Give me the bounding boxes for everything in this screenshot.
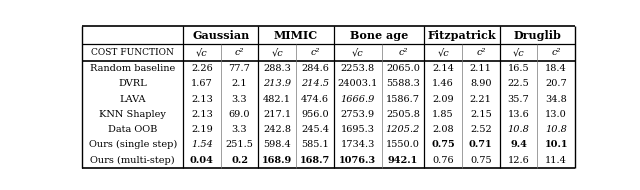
Text: 0.76: 0.76 [432, 156, 454, 165]
Text: MIMIC: MIMIC [274, 30, 318, 41]
Text: 1076.3: 1076.3 [339, 156, 376, 165]
Text: 2.08: 2.08 [432, 125, 454, 134]
Text: LAVA: LAVA [120, 95, 146, 104]
Text: 0.75: 0.75 [470, 156, 492, 165]
Text: Gaussian: Gaussian [192, 30, 250, 41]
Text: 2.13: 2.13 [191, 110, 212, 119]
Text: 214.5: 214.5 [301, 79, 329, 88]
Text: DVRL: DVRL [118, 79, 147, 88]
Text: 1.85: 1.85 [432, 110, 454, 119]
Text: 1734.3: 1734.3 [340, 140, 375, 149]
Text: 2.09: 2.09 [432, 95, 454, 104]
Text: 2065.0: 2065.0 [386, 64, 420, 73]
Text: 1.67: 1.67 [191, 79, 212, 88]
Text: 2253.8: 2253.8 [340, 64, 374, 73]
Text: 474.6: 474.6 [301, 95, 329, 104]
Text: 2.26: 2.26 [191, 64, 212, 73]
Text: c²: c² [310, 48, 319, 57]
Text: 77.7: 77.7 [228, 64, 250, 73]
Text: Druglib: Druglib [513, 30, 561, 41]
Text: 22.5: 22.5 [508, 79, 529, 88]
Text: 245.4: 245.4 [301, 125, 329, 134]
Text: c²: c² [552, 48, 561, 57]
Text: 956.0: 956.0 [301, 110, 329, 119]
Text: 288.3: 288.3 [263, 64, 291, 73]
Text: Ours (multi-step): Ours (multi-step) [90, 155, 175, 165]
Text: 1.54: 1.54 [191, 140, 212, 149]
Text: 2.19: 2.19 [191, 125, 212, 134]
Text: 2505.8: 2505.8 [386, 110, 420, 119]
Text: c²: c² [476, 48, 486, 57]
Text: 20.7: 20.7 [545, 79, 567, 88]
Text: 2.14: 2.14 [432, 64, 454, 73]
Text: 1.46: 1.46 [432, 79, 454, 88]
Text: 11.4: 11.4 [545, 156, 567, 165]
Text: 10.8: 10.8 [545, 125, 567, 134]
Text: 2.13: 2.13 [191, 95, 212, 104]
Text: 10.8: 10.8 [508, 125, 529, 134]
Text: 2.11: 2.11 [470, 64, 492, 73]
Text: 1205.2: 1205.2 [386, 125, 420, 134]
Text: 1550.0: 1550.0 [386, 140, 420, 149]
Text: 5588.3: 5588.3 [386, 79, 420, 88]
Text: 13.6: 13.6 [508, 110, 529, 119]
Text: 2753.9: 2753.9 [340, 110, 374, 119]
Text: 598.4: 598.4 [263, 140, 291, 149]
Text: 0.2: 0.2 [231, 156, 248, 165]
Text: 34.8: 34.8 [545, 95, 567, 104]
Text: KNN Shapley: KNN Shapley [99, 110, 166, 119]
Text: 0.04: 0.04 [190, 156, 214, 165]
Text: 242.8: 242.8 [263, 125, 291, 134]
Text: 942.1: 942.1 [388, 156, 418, 165]
Text: c²: c² [398, 48, 408, 57]
Text: 8.90: 8.90 [470, 79, 492, 88]
Text: 1586.7: 1586.7 [386, 95, 420, 104]
Text: Fitzpatrick: Fitzpatrick [428, 30, 496, 41]
Text: 0.75: 0.75 [431, 140, 455, 149]
Text: 2.52: 2.52 [470, 125, 492, 134]
Text: Random baseline: Random baseline [90, 64, 175, 73]
Text: 69.0: 69.0 [228, 110, 250, 119]
Text: 213.9: 213.9 [263, 79, 291, 88]
Text: Bone age: Bone age [350, 30, 408, 41]
Text: 10.1: 10.1 [545, 140, 568, 149]
Text: 16.5: 16.5 [508, 64, 529, 73]
Text: 18.4: 18.4 [545, 64, 567, 73]
Text: 585.1: 585.1 [301, 140, 329, 149]
Text: √c: √c [352, 48, 364, 57]
Text: 0.71: 0.71 [469, 140, 493, 149]
Text: Data OOB: Data OOB [108, 125, 157, 134]
Text: c²: c² [235, 48, 244, 57]
Text: 12.6: 12.6 [508, 156, 529, 165]
Text: 3.3: 3.3 [232, 125, 247, 134]
Text: 2.1: 2.1 [232, 79, 247, 88]
Text: 13.0: 13.0 [545, 110, 567, 119]
Text: 3.3: 3.3 [232, 95, 247, 104]
Text: COST FUNCTION: COST FUNCTION [92, 48, 174, 57]
Text: 35.7: 35.7 [508, 95, 529, 104]
Text: √c: √c [196, 48, 208, 57]
Text: 168.9: 168.9 [262, 156, 292, 165]
Text: 24003.1: 24003.1 [337, 79, 378, 88]
Text: 217.1: 217.1 [263, 110, 291, 119]
Text: 168.7: 168.7 [300, 156, 330, 165]
Text: √c: √c [513, 48, 524, 57]
Text: √c: √c [437, 48, 449, 57]
Text: 284.6: 284.6 [301, 64, 329, 73]
Text: 251.5: 251.5 [225, 140, 253, 149]
Text: Ours (single step): Ours (single step) [88, 140, 177, 149]
Text: 1695.3: 1695.3 [340, 125, 374, 134]
Text: 2.15: 2.15 [470, 110, 492, 119]
Text: √c: √c [271, 48, 283, 57]
Text: 9.4: 9.4 [510, 140, 527, 149]
Text: 482.1: 482.1 [263, 95, 291, 104]
Text: 1666.9: 1666.9 [340, 95, 375, 104]
Text: 2.21: 2.21 [470, 95, 492, 104]
